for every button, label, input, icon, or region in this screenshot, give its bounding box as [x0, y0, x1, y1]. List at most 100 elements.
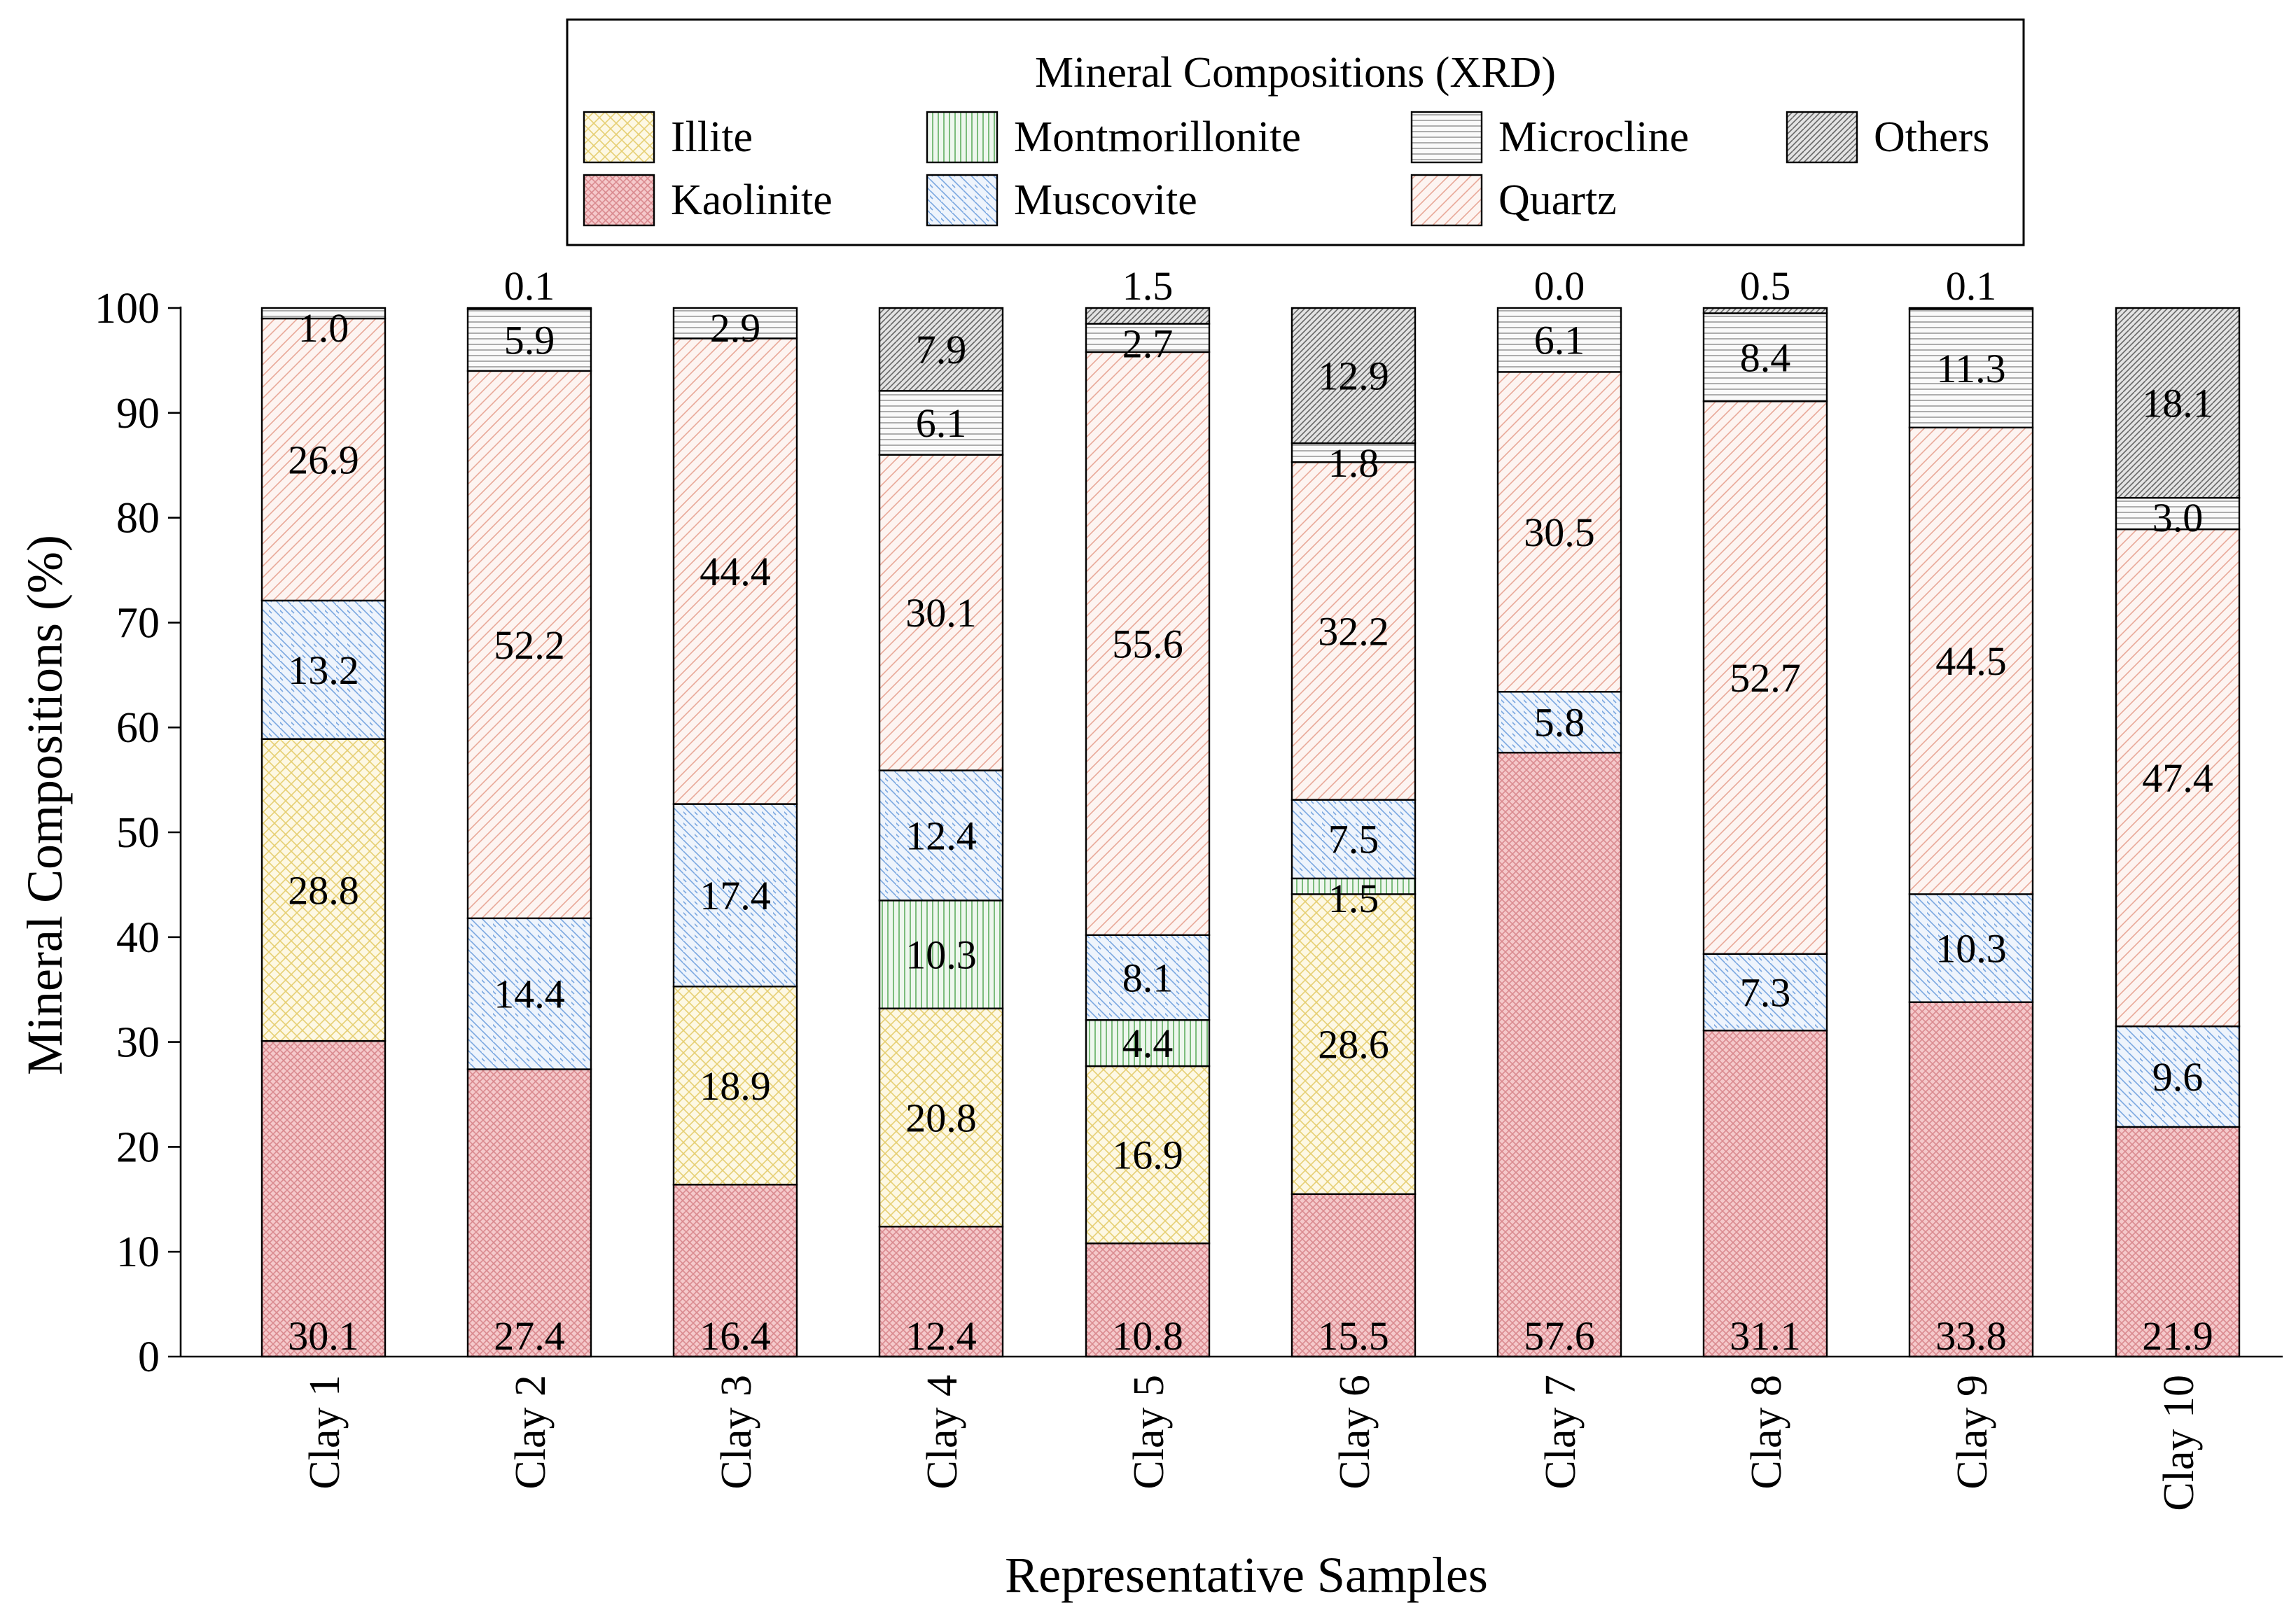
bar-clay-6: 15.5 28.6 1.5 7.5 32.2 1.8 12.9: [1290, 307, 1417, 1359]
bar-clay-7: 57.6 5.8 30.5 6.1 0.0: [1496, 263, 1622, 1359]
segment-others-clay-6: [1290, 307, 1417, 444]
legend: Mineral Compositions (XRD) Illite Montmor…: [566, 18, 2025, 246]
label-microcline-clay-1: 1.0: [298, 305, 349, 351]
segment-microcline-clay-3: [672, 307, 798, 340]
legend-item-quartz: Quartz: [1410, 174, 1617, 227]
segment-others-clay-10: [2115, 307, 2241, 499]
label-quartz-clay-10: 47.4: [2142, 755, 2213, 801]
x-tick-label: Clay 9: [1949, 1375, 1996, 1490]
label-quartz-clay-2: 52.2: [494, 622, 565, 668]
x-tick-label: Clay 4: [919, 1375, 966, 1490]
x-tick-label: Clay 6: [1331, 1375, 1379, 1490]
label-kaolinite-clay-3: 16.4: [700, 1313, 771, 1359]
y-tick-label: 100: [95, 285, 160, 332]
label-quartz-clay-8: 52.7: [1730, 655, 1801, 701]
axes: Clay 1 Clay 2 Clay 3 Clay 4 Clay 5 Clay 6 Clay…: [95, 285, 2283, 1511]
segment-quartz-clay-6: [1290, 461, 1417, 801]
label-others-clay-6: 12.9: [1318, 354, 1389, 399]
label-kaolinite-clay-1: 30.1: [288, 1313, 359, 1359]
segment-quartz-clay-1: [260, 317, 387, 602]
label-muscovite-clay-5: 8.1: [1122, 955, 1174, 1000]
label-quartz-clay-1: 26.9: [288, 437, 359, 482]
y-tick-label: 40: [116, 914, 160, 962]
label-microcline-clay-4: 6.1: [916, 400, 967, 446]
legend-swatch-kaolinite: [583, 174, 655, 227]
segment-muscovite-clay-7: [1496, 691, 1622, 754]
legend-label-muscovite: Muscovite: [1014, 176, 1197, 224]
label-others-clay-10: 18.1: [2142, 381, 2213, 426]
label-microcline-clay-6: 1.8: [1328, 440, 1379, 486]
legend-item-kaolinite: Kaolinite: [583, 174, 833, 227]
label-muscovite-clay-3: 17.4: [700, 873, 771, 918]
y-tick-label: 50: [116, 809, 160, 857]
legend-label-kaolinite: Kaolinite: [671, 176, 833, 224]
segment-quartz-clay-2: [466, 370, 592, 920]
label-kaolinite-clay-7: 57.6: [1524, 1313, 1595, 1359]
segment-muscovite-clay-3: [672, 803, 798, 988]
label-kaolinite-clay-4: 12.4: [905, 1313, 977, 1359]
y-tick-label: 80: [116, 495, 160, 542]
bar-clay-3: 16.4 18.9 17.4 44.4 2.9: [672, 305, 798, 1359]
bar-clay-4: 12.4 20.8 10.3 12.4 30.1 6.1 7.9: [878, 307, 1004, 1359]
y-tick-label: 60: [116, 704, 160, 752]
label-illite-clay-1: 28.8: [288, 867, 359, 913]
plot-area: 30.1 28.8 13.2 26.9 1.0 27.4 14.4 52.2 5.9 0.1 16.…: [260, 263, 2241, 1359]
y-tick-label: 20: [116, 1124, 160, 1171]
segment-muscovite-clay-10: [2115, 1025, 2241, 1128]
legend-swatch-montmorillonite: [926, 111, 999, 164]
bar-clay-2: 27.4 14.4 52.2 5.9 0.1: [466, 263, 592, 1359]
segment-microcline-clay-4: [878, 390, 1004, 456]
legend-title: Mineral Compositions (XRD): [1035, 49, 1556, 97]
legend-swatch-illite: [583, 111, 655, 164]
label-quartz-clay-3: 44.4: [700, 549, 771, 594]
segment-kaolinite-clay-7: [1496, 751, 1622, 1358]
segment-others-clay-2: [466, 307, 592, 310]
label-others-clay-4: 7.9: [916, 327, 967, 372]
label-illite-clay-4: 20.8: [905, 1095, 977, 1140]
x-tick-label: Clay 1: [301, 1375, 349, 1490]
segment-muscovite-clay-8: [1702, 953, 1828, 1032]
segment-others-clay-8: [1702, 307, 1828, 314]
label-montmorillonite-clay-6: 1.5: [1328, 876, 1379, 921]
segment-kaolinite-clay-2: [466, 1068, 592, 1358]
bar-clay-1: 30.1 28.8 13.2 26.9 1.0: [260, 305, 387, 1359]
x-tick-label: Clay 2: [507, 1375, 555, 1490]
segment-illite-clay-6: [1290, 893, 1417, 1196]
label-montmorillonite-clay-5: 4.4: [1122, 1021, 1174, 1066]
y-tick-label: 30: [116, 1019, 160, 1067]
segment-muscovite-clay-5: [1085, 934, 1211, 1021]
segment-illite-clay-1: [260, 738, 387, 1042]
x-tick-label: Clay 3: [713, 1375, 760, 1490]
legend-swatch-others: [1786, 111, 1858, 164]
segment-quartz-clay-5: [1085, 351, 1211, 937]
segment-muscovite-clay-2: [466, 917, 592, 1070]
label-quartz-clay-5: 55.6: [1112, 621, 1183, 666]
bar-clay-10: 21.9 9.6 47.4 3.0 18.1: [2115, 307, 2241, 1359]
label-illite-clay-5: 16.9: [1112, 1133, 1183, 1178]
label-muscovite-clay-6: 7.5: [1328, 817, 1379, 862]
legend-swatch-microcline: [1410, 111, 1483, 164]
label-muscovite-clay-8: 7.3: [1740, 969, 1791, 1015]
segment-microcline-clay-1: [260, 307, 387, 320]
segment-muscovite-clay-4: [878, 769, 1004, 902]
segment-others-clay-9: [1908, 307, 2034, 310]
label-muscovite-clay-4: 12.4: [905, 813, 977, 858]
bar-clay-5: 10.8 16.9 4.4 8.1 55.6 2.7 1.5: [1085, 263, 1211, 1359]
label-microcline-clay-8: 8.4: [1740, 335, 1791, 380]
label-illite-clay-3: 18.9: [700, 1063, 771, 1109]
label-microcline-clay-9: 11.3: [1936, 346, 2005, 391]
label-kaolinite-clay-8: 31.1: [1730, 1313, 1801, 1359]
x-tick-label: Clay 7: [1537, 1375, 1585, 1490]
y-tick-label: 10: [116, 1228, 160, 1276]
label-microcline-clay-7: 6.1: [1534, 318, 1585, 363]
legend-label-illite: Illite: [671, 113, 753, 161]
segment-others-clay-4: [878, 307, 1004, 392]
label-microcline-clay-3: 2.9: [710, 305, 761, 351]
label-illite-clay-6: 28.6: [1318, 1022, 1389, 1068]
y-tick-label: 0: [138, 1334, 160, 1381]
legend-label-montmorillonite: Montmorillonite: [1014, 113, 1301, 161]
x-tick-label: Clay 10: [2155, 1375, 2203, 1511]
segment-illite-clay-4: [878, 1007, 1004, 1228]
legend-frame: [566, 18, 2025, 246]
